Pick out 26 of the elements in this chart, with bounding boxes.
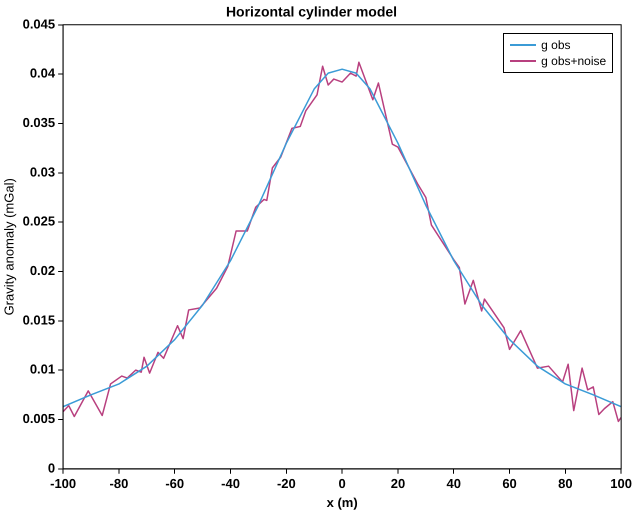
chart-title: Horizontal cylinder model — [226, 3, 398, 20]
y-tick-label: 0.03 — [30, 164, 56, 180]
y-tick-label: 0.045 — [22, 16, 56, 32]
x-tick-label: 0 — [338, 476, 346, 492]
x-tick-label: -100 — [50, 476, 76, 492]
legend-label: g obs+noise — [541, 54, 606, 68]
x-tick-label: -80 — [110, 476, 128, 492]
legend-label: g obs — [541, 38, 570, 52]
x-tick-label: 20 — [390, 476, 406, 492]
x-tick-label: 80 — [558, 476, 573, 492]
y-tick-label: 0.025 — [22, 214, 56, 229]
x-tick-label: 40 — [446, 476, 461, 492]
x-tick-label: -40 — [221, 476, 240, 492]
y-tick-label: 0.02 — [30, 263, 56, 278]
y-tick-label: 0.035 — [22, 115, 56, 130]
y-tick-label: 0.04 — [30, 66, 56, 81]
x-axis-title: x (m) — [326, 494, 358, 510]
y-tick-label: 0.01 — [30, 362, 56, 377]
x-tick-label: 100 — [610, 476, 632, 492]
y-tick-label: 0.005 — [22, 411, 56, 426]
y-tick-label: 0.015 — [22, 312, 56, 328]
y-axis-title: Gravity anomaly (mGal) — [1, 178, 16, 316]
x-tick-label: 60 — [502, 476, 517, 492]
y-tick-label: 0 — [48, 460, 56, 476]
x-tick-label: -60 — [165, 476, 184, 492]
x-tick-label: -20 — [276, 476, 296, 492]
